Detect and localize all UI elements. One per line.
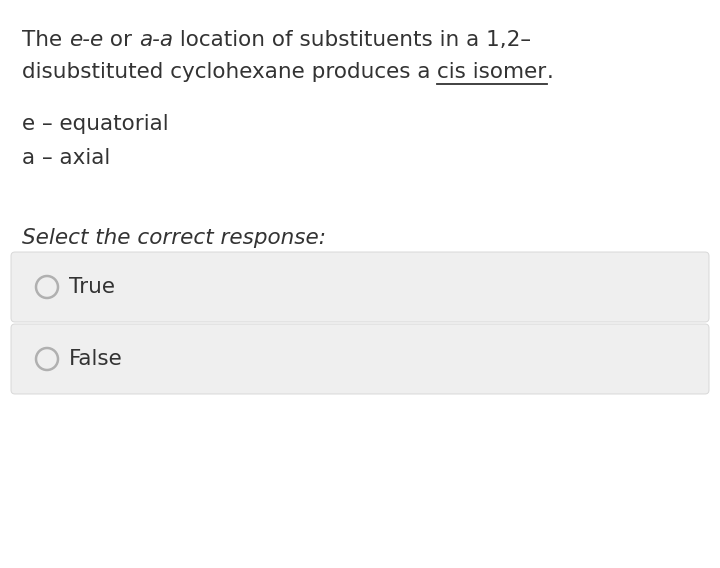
Text: a – axial: a – axial — [22, 148, 110, 168]
FancyBboxPatch shape — [11, 252, 709, 322]
Text: a-a: a-a — [139, 30, 173, 50]
Text: e-e: e-e — [69, 30, 103, 50]
Text: True: True — [69, 277, 115, 297]
Text: cis isomer: cis isomer — [437, 62, 546, 82]
FancyBboxPatch shape — [11, 324, 709, 394]
Text: The: The — [22, 30, 69, 50]
Text: location of substituents in a 1,2–: location of substituents in a 1,2– — [173, 30, 531, 50]
Text: Select the correct response:: Select the correct response: — [22, 228, 326, 248]
Text: disubstituted cyclohexane produces a: disubstituted cyclohexane produces a — [22, 62, 437, 82]
Text: .: . — [546, 62, 554, 82]
Text: or: or — [103, 30, 139, 50]
Text: False: False — [69, 349, 122, 369]
Text: e – equatorial: e – equatorial — [22, 114, 168, 134]
